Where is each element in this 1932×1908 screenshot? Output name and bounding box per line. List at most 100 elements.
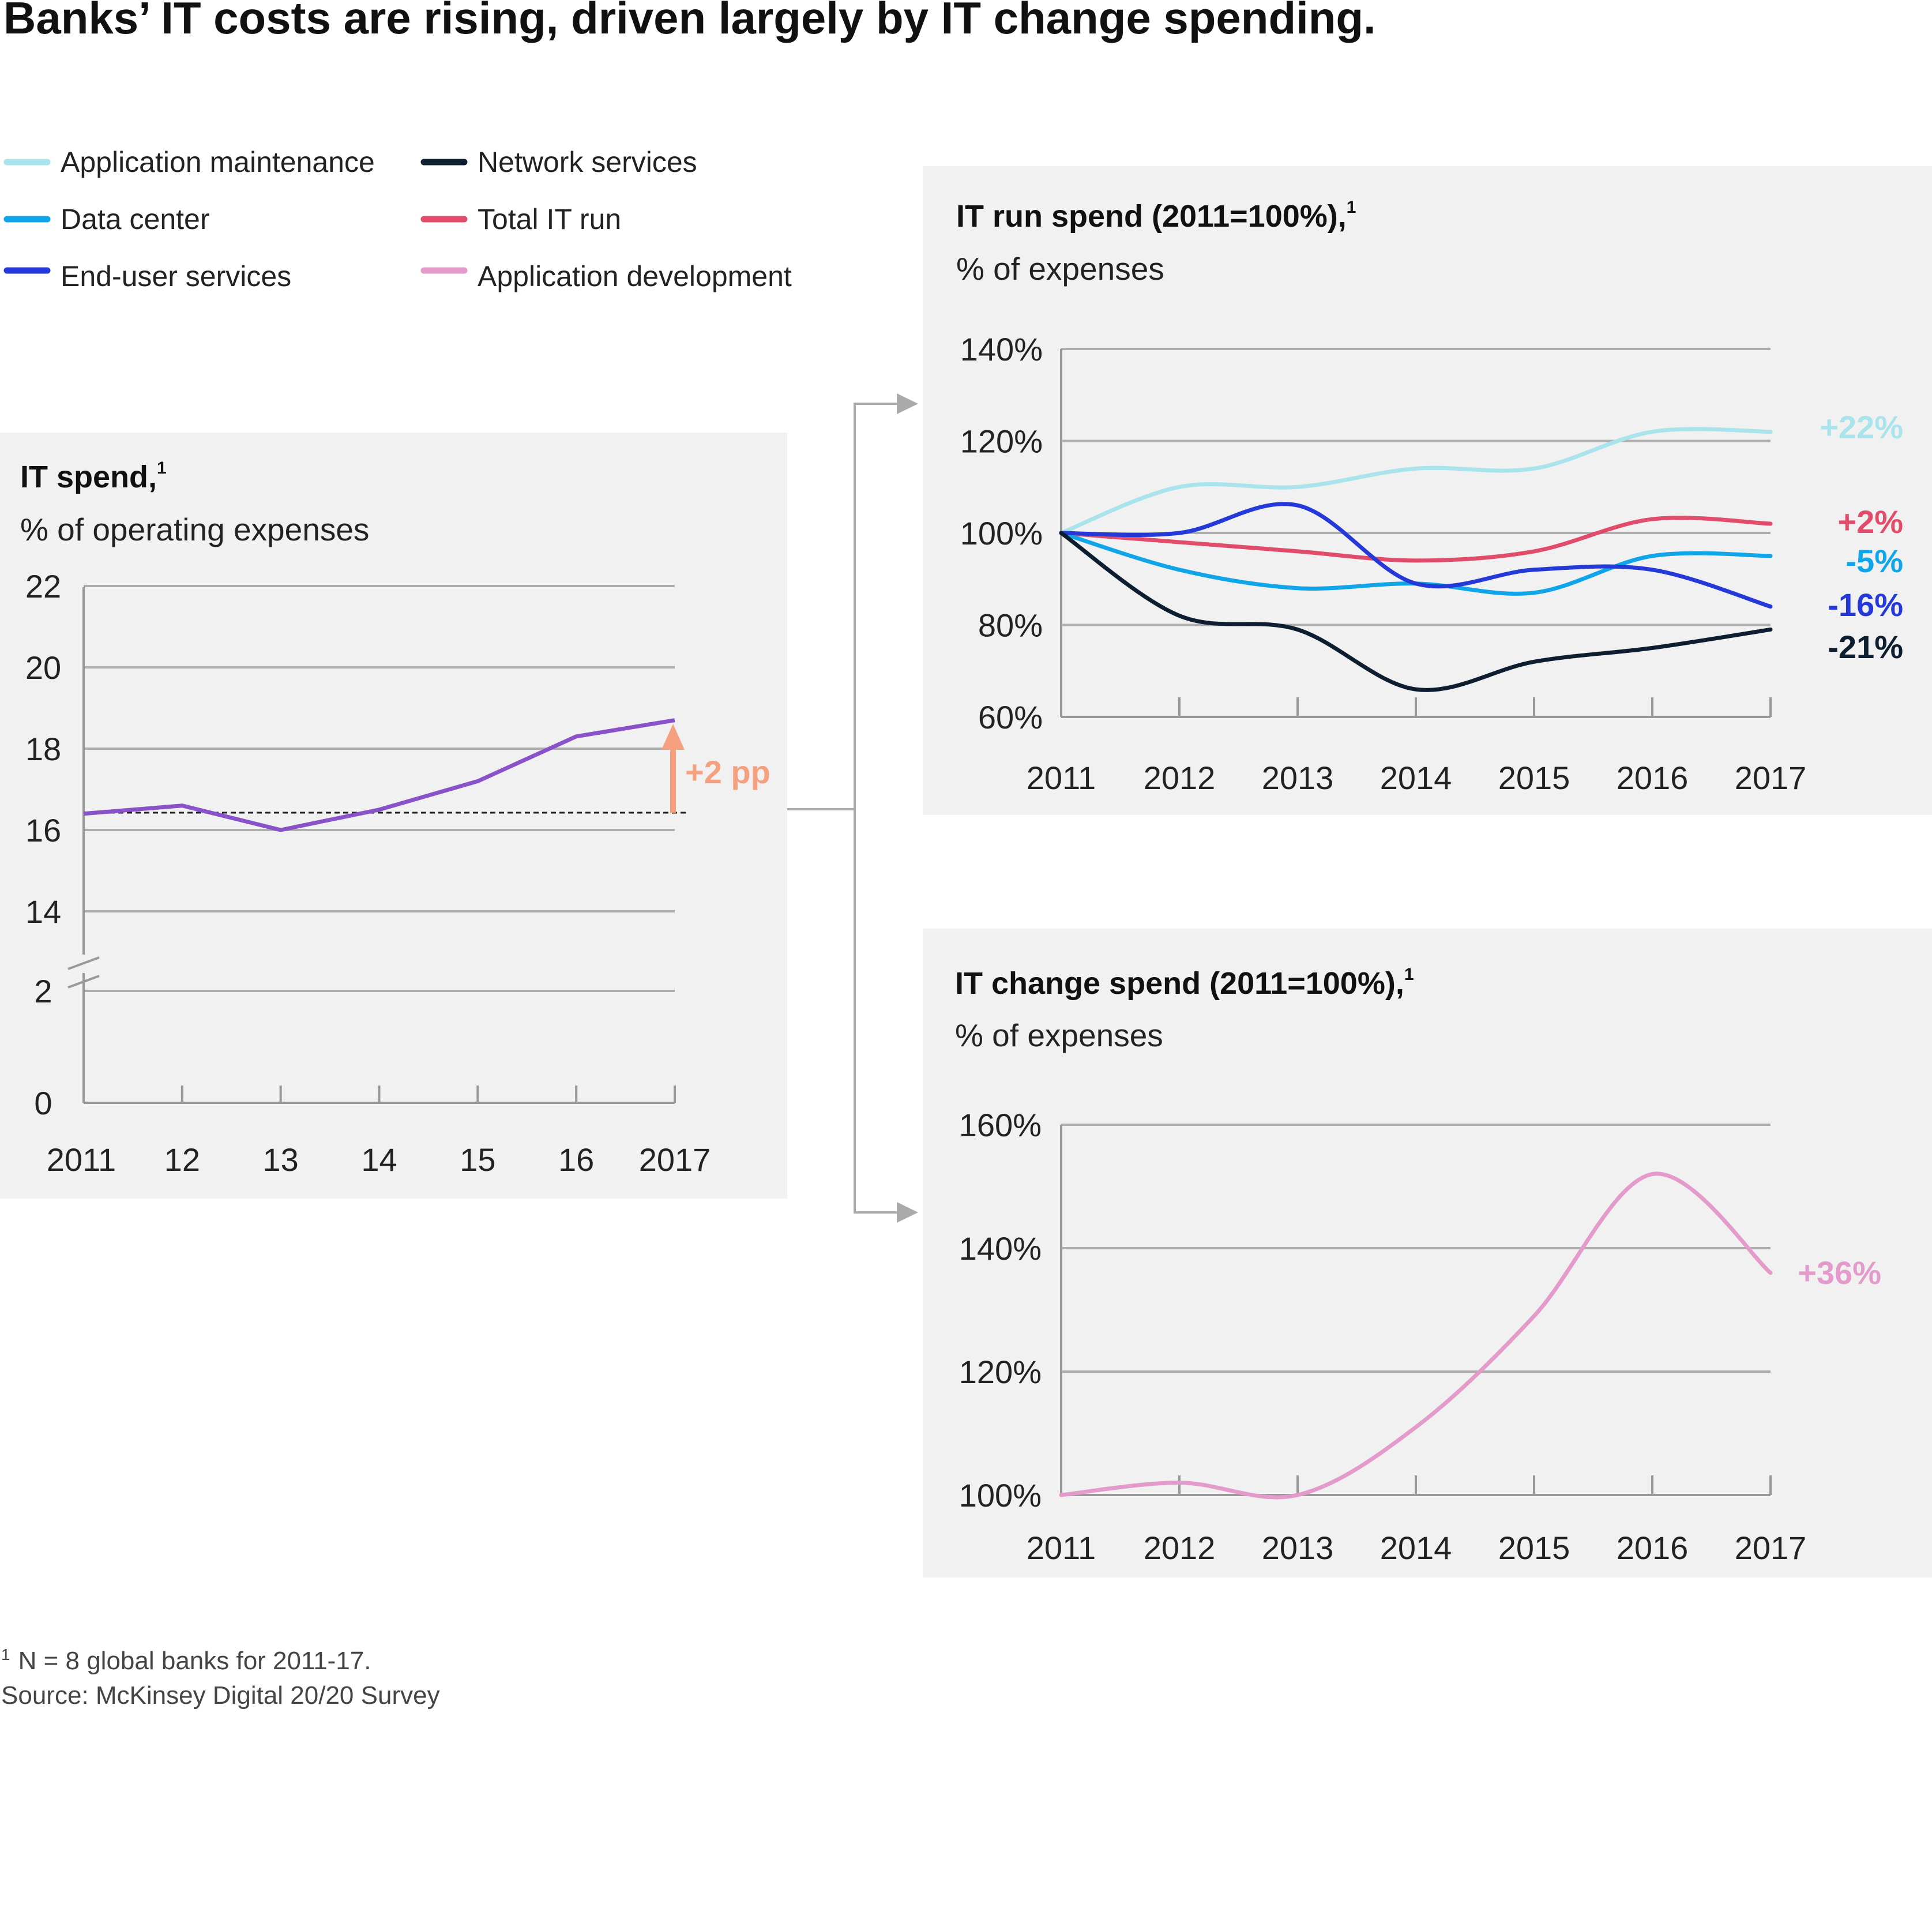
legend-item: Total IT run [420,203,621,235]
x-tick-label: 2011 [47,1141,116,1178]
it-run-y-axis: 140% 120% 100% 80% 60% [960,331,1043,735]
legend-label: Application development [478,260,792,292]
x-tick-label: 2015 [1498,760,1570,796]
y-tick-label: 2 [34,973,52,1009]
y-tick-label: 60% [978,699,1043,735]
it-run-subtitle: % of expenses [956,251,1164,287]
end-label: -21% [1828,629,1903,665]
connector-line [787,403,900,810]
series-line [1059,516,1773,563]
x-tick-label: 2013 [1262,760,1334,796]
x-tick-label: 16 [558,1141,594,1178]
x-tick-label: 2014 [1380,760,1452,796]
it-spend-title: IT spend,1 [20,459,167,494]
it-change-y-axis: 160% 140% 120% 100% [959,1107,1042,1513]
legend-label: Network services [478,146,697,178]
x-tick-label: 2013 [1262,1530,1334,1566]
legend-label: Total IT run [478,203,621,235]
series-line [83,718,675,832]
y-tick-label: 20 [25,649,61,686]
it-run-series [1059,427,1773,692]
it-spend-series [83,718,675,832]
x-tick-label: 2015 [1498,1530,1570,1566]
x-tick-label: 15 [460,1141,495,1178]
footnote-marker: 1 [1,1646,10,1663]
y-tick-label: 120% [960,423,1043,460]
connector-line [854,809,900,1214]
y-tick-label: 100% [960,515,1043,551]
x-tick-label: 2016 [1617,760,1689,796]
legend-label: End-user services [61,260,291,292]
arrow-up-icon [661,724,685,750]
y-tick-label: 18 [25,731,61,767]
connector [787,393,918,1223]
x-tick-label: 2014 [1380,1530,1452,1566]
it-change-subtitle: % of expenses [955,1017,1163,1053]
footnote-marker: 1 [1347,198,1356,217]
y-tick-label: 14 [25,893,61,930]
legend-item: Application maintenance [3,146,375,178]
it-run-title: IT run spend (2011=100%),1 [956,198,1356,234]
x-tick-label: 2017 [639,1141,711,1178]
arrow-right-icon [897,1202,918,1223]
y-tick-label: 80% [978,607,1043,644]
legend-label: Data center [61,203,209,235]
legend-label: Application maintenance [61,146,375,178]
series-line [1059,427,1773,535]
y-tick-label: 120% [959,1354,1042,1390]
arrow-right-icon [897,393,918,414]
x-tick-label: 2012 [1144,1530,1216,1566]
it-spend-x-axis: 2011 12 13 14 15 16 2017 [47,1086,711,1178]
y-tick-label: 140% [960,331,1043,367]
end-label: -5% [1845,543,1903,579]
it-spend-subtitle: % of operating expenses [20,512,369,547]
annotation: +2 pp [661,724,770,813]
y-tick-label: 22 [25,568,61,604]
source-note: Source: McKinsey Digital 20/20 Survey [1,1681,440,1710]
legend-item: Application development [420,260,792,292]
footnote-marker: 1 [157,459,167,478]
x-tick-label: 13 [263,1141,299,1178]
legend-item: End-user services [3,260,291,292]
x-tick-label: 14 [361,1141,397,1178]
x-tick-label: 2012 [1144,760,1216,796]
x-tick-label: 12 [164,1141,200,1178]
footnote: 1 N = 8 global banks for 2011-17. [1,1646,371,1675]
series-line [1059,1171,1773,1500]
it-run-end-labels: +22% +2%-5% -16% -21% [1820,409,1903,665]
y-tick-label: 160% [959,1107,1042,1143]
series-line [1059,531,1773,692]
end-label: -16% [1828,587,1903,623]
it-change-end-labels: +36% [1798,1255,1881,1291]
y-tick-label: 0 [34,1085,52,1121]
chart-title: Banks’ IT costs are rising, driven large… [3,0,1376,43]
series-line [1059,502,1773,609]
y-tick-label: 140% [959,1230,1042,1267]
it-spend-panel [0,433,787,1199]
x-tick-label: 2017 [1735,1530,1807,1566]
it-change-title: IT change spend (2011=100%),1 [955,965,1414,1001]
it-change-panel [923,929,1932,1578]
y-tick-label: 100% [959,1477,1042,1513]
y-tick-label: 16 [25,812,61,848]
it-change-x-axis: 2011 2012 2013 2014 2015 2016 2017 [1027,1475,1807,1566]
end-label: +2% [1837,504,1903,540]
axis-break-icon [67,587,100,1103]
x-tick-label: 2011 [1027,760,1096,796]
it-change-series [1059,1171,1773,1500]
x-tick-label: 2011 [1027,1530,1096,1566]
end-label: +22% [1820,409,1903,445]
legend-item: Data center [3,203,209,235]
x-tick-label: 2016 [1617,1530,1689,1566]
footnote-marker: 1 [1404,965,1414,984]
legend-item: Network services [420,146,697,178]
end-label: +36% [1798,1255,1881,1291]
footnote-text: N = 8 global banks for 2011-17. [18,1647,371,1675]
it-run-x-axis: 2011 2012 2013 2014 2015 2016 2017 [1027,697,1807,796]
it-run-panel [923,166,1932,815]
legend: Application maintenance Data center End-… [3,146,792,292]
x-tick-label: 2017 [1735,760,1807,796]
annotation-label: +2 pp [685,754,770,790]
